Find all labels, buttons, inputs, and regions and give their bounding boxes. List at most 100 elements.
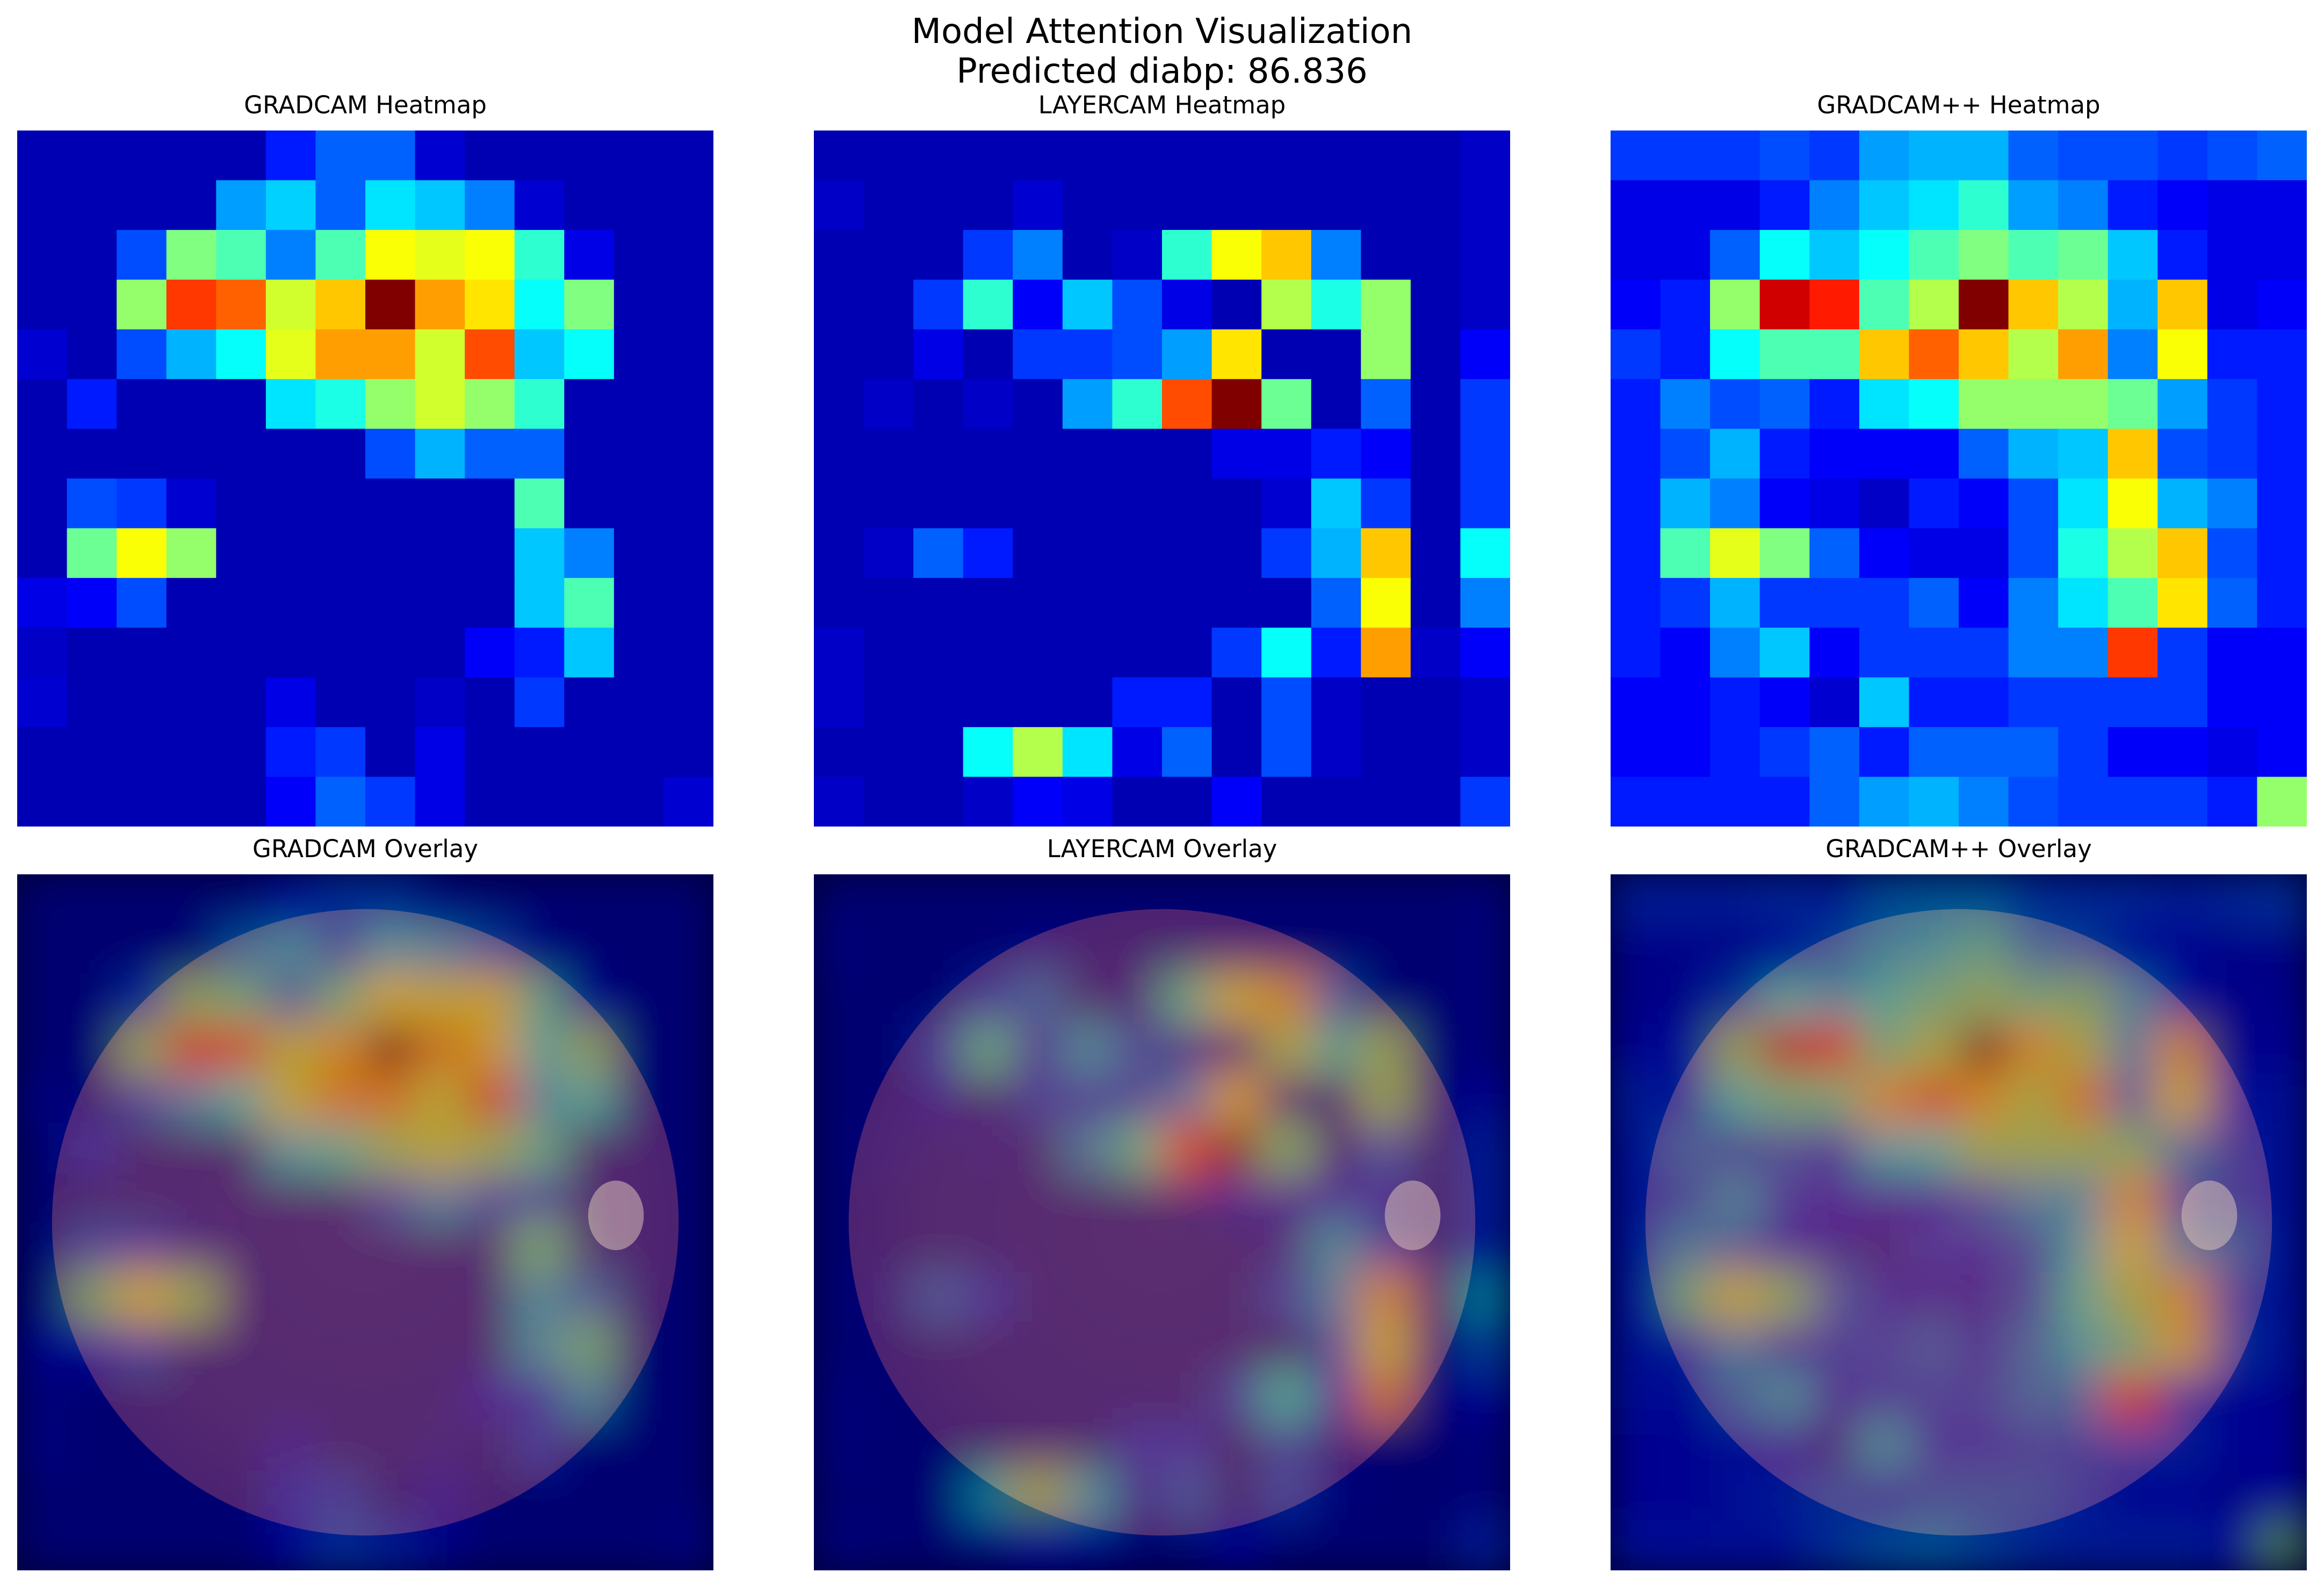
gradcam-heatmap-cell (465, 627, 515, 678)
gradcam-heatmap-cell (315, 627, 366, 678)
layercam-heatmap-cell (1162, 727, 1212, 778)
gradcampp-heatmap (1611, 131, 2307, 827)
layercam-heatmap-cell (1361, 230, 1411, 280)
layercam-heatmap-cell (1410, 627, 1461, 678)
gradcam-heatmap-cell (17, 429, 68, 479)
gradcam-heatmap-cell (67, 180, 117, 230)
gradcam-overlay-cell (216, 1272, 266, 1322)
gradcam-overlay-cell (465, 1122, 515, 1173)
gradcampp-heatmap-cell (1859, 677, 1910, 728)
layercam-heatmap-cell (1062, 528, 1113, 578)
layercam-heatmap-cell (1261, 578, 1312, 628)
gradcam-heatmap-title: GRADCAM Heatmap (244, 91, 487, 119)
gradcam-heatmap-cell (415, 528, 465, 578)
gradcampp-overlay-cell (2108, 1322, 2158, 1372)
layercam-heatmap-cell (1162, 677, 1212, 728)
gradcam-heatmap-cell (216, 777, 266, 827)
layercam-overlay-cell (1311, 974, 1361, 1024)
gradcampp-heatmap-cell (1959, 131, 2009, 181)
layercam-overlay-cell (1311, 1322, 1361, 1372)
layercam-overlay-cell (1460, 1470, 1510, 1521)
gradcampp-heatmap-cell (2108, 379, 2158, 430)
gradcam-overlay-cell (514, 1272, 565, 1322)
gradcampp-overlay-cell (2108, 1073, 2158, 1124)
layercam-overlay-cell (913, 1322, 964, 1372)
gradcampp-heatmap-cell (1809, 379, 1860, 430)
layercam-heatmap-cell (863, 131, 914, 181)
gradcam-heatmap-cell (67, 627, 117, 678)
gradcampp-heatmap-cell (1809, 727, 1860, 778)
gradcampp-heatmap-cell (1959, 479, 2009, 529)
gradcampp-heatmap-cell (1611, 528, 1661, 578)
layercam-overlay-cell (1162, 1073, 1212, 1124)
layercam-overlay-cell (1261, 1172, 1312, 1223)
gradcampp-heatmap-cell (1710, 627, 1760, 678)
gradcam-heatmap-cell (265, 578, 316, 628)
gradcam-heatmap-cell (614, 429, 665, 479)
gradcampp-heatmap-cell (2058, 627, 2109, 678)
gradcampp-overlay-cell (2207, 874, 2258, 925)
layercam-overlay-cell (963, 974, 1013, 1024)
layercam-overlay-cell (1162, 1023, 1212, 1074)
gradcam-overlay-cell (315, 1421, 366, 1472)
gradcampp-heatmap-cell (2108, 727, 2158, 778)
gradcam-overlay-cell (315, 1073, 366, 1124)
gradcam-heatmap-cell (465, 230, 515, 280)
gradcampp-heatmap-cell (2108, 528, 2158, 578)
layercam-overlay-cell (1311, 1023, 1361, 1074)
gradcampp-heatmap-cell (2257, 131, 2307, 181)
layercam-overlay-cell (1013, 1023, 1063, 1074)
gradcam-overlay-cell (365, 1222, 416, 1273)
gradcam-overlay-cell (663, 1470, 713, 1521)
layercam-heatmap-cell (1112, 329, 1163, 380)
gradcampp-overlay-cell (1859, 1520, 1910, 1570)
layercam-overlay-cell (1112, 874, 1163, 925)
gradcampp-heatmap-cell (2058, 677, 2109, 728)
gradcampp-overlay-cell (2108, 1023, 2158, 1074)
layercam-heatmap-cell (1162, 479, 1212, 529)
gradcam-heatmap-cell (365, 180, 416, 230)
gradcam-heatmap-cell (465, 279, 515, 330)
gradcampp-heatmap-cell (1759, 727, 1810, 778)
layercam-overlay-cell (1410, 974, 1461, 1024)
gradcam-heatmap-cell (117, 180, 167, 230)
gradcam-heatmap-cell (216, 230, 266, 280)
gradcam-heatmap-cell (514, 627, 565, 678)
gradcampp-heatmap-cell (1809, 279, 1860, 330)
gradcam-overlay-cell (514, 974, 565, 1024)
gradcam-heatmap-cell (663, 279, 713, 330)
gradcampp-heatmap-cell (2008, 329, 2059, 380)
gradcampp-overlay-cell (2008, 1520, 2059, 1570)
gradcam-overlay-cell (564, 1272, 615, 1322)
gradcampp-overlay-cell (2157, 1322, 2208, 1372)
layercam-heatmap-cell (1162, 180, 1212, 230)
layercam-heatmap-cell (1460, 578, 1510, 628)
gradcampp-heatmap-cell (1809, 627, 1860, 678)
gradcam-heatmap-cell (17, 627, 68, 678)
gradcam-heatmap-cell (465, 479, 515, 529)
layercam-overlay-cell (814, 1222, 864, 1273)
gradcam-overlay-cell (17, 1371, 68, 1422)
layercam-heatmap-cell (1311, 429, 1361, 479)
layercam-overlay-cell (1062, 1421, 1113, 1472)
gradcam-overlay-cell (465, 1073, 515, 1124)
gradcampp-overlay-cell (1959, 1470, 2009, 1521)
gradcam-overlay-cell (663, 1172, 713, 1223)
gradcam-heatmap-cell (216, 578, 266, 628)
gradcam-heatmap-cell (614, 777, 665, 827)
layercam-overlay-cell (1460, 974, 1510, 1024)
gradcampp-overlay-cell (1611, 1122, 1661, 1173)
layercam-heatmap-cell (1013, 578, 1063, 628)
gradcampp-overlay-cell (2257, 924, 2307, 974)
gradcampp-overlay-cell (1611, 1023, 1661, 1074)
gradcam-overlay-cell (415, 1122, 465, 1173)
layercam-overlay-cell (1311, 1272, 1361, 1322)
gradcam-overlay-cell (265, 1073, 316, 1124)
gradcam-heatmap-cell (514, 279, 565, 330)
gradcam-overlay-cell (614, 1122, 665, 1173)
gradcam-heatmap-cell (67, 528, 117, 578)
gradcam-overlay-cell (514, 924, 565, 974)
layercam-heatmap-cell (1410, 677, 1461, 728)
gradcam-heatmap-cell (67, 777, 117, 827)
layercam-overlay-cell (1211, 1172, 1262, 1223)
